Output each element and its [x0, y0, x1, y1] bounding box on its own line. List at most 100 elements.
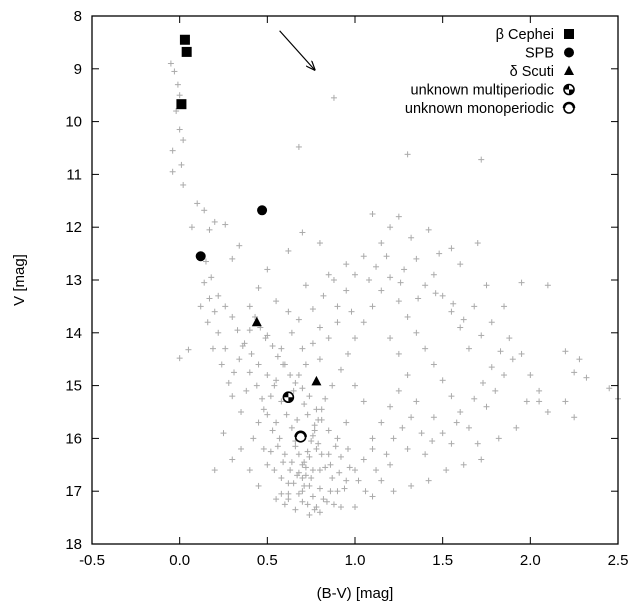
- background-star-point: [352, 382, 358, 389]
- x-axis-label: (B-V) [mag]: [317, 585, 394, 602]
- background-star-point: [292, 506, 299, 513]
- unknown-monoperiodic-point: [294, 430, 307, 443]
- legend-label: SPB: [525, 46, 554, 62]
- background-star-point: [346, 464, 353, 471]
- background-star-point: [304, 501, 311, 508]
- background-star-point: [211, 308, 218, 315]
- background-star-point: [562, 348, 569, 355]
- background-star-point: [518, 279, 525, 286]
- background-star-point: [206, 226, 213, 233]
- background-star-point: [460, 316, 467, 323]
- background-star-point: [330, 277, 337, 283]
- background-star-point: [497, 348, 504, 355]
- background-star-point: [215, 292, 222, 299]
- background-star-point: [483, 282, 490, 289]
- background-star-point: [457, 409, 464, 415]
- background-star-point: [465, 345, 472, 352]
- background-star-point: [369, 493, 376, 500]
- background-star-point: [225, 379, 232, 386]
- background-star-point: [311, 422, 318, 429]
- background-star-point: [311, 427, 318, 434]
- reddening-arrow: [279, 30, 315, 70]
- background-star-point: [527, 372, 534, 379]
- background-star-point: [518, 350, 525, 357]
- background-star-point: [390, 488, 397, 495]
- background-star-point: [415, 295, 422, 302]
- background-star-point: [236, 242, 243, 249]
- background-star-point: [383, 451, 390, 458]
- background-star-point: [395, 213, 402, 220]
- background-star-point: [176, 92, 183, 99]
- background-star-point: [304, 411, 311, 418]
- background-star-point: [457, 261, 464, 268]
- background-star-point: [334, 435, 341, 442]
- legend-label: unknown multiperiodic: [411, 83, 554, 99]
- background-star-point: [399, 424, 406, 431]
- background-star-point: [320, 292, 327, 299]
- background-star-point: [185, 346, 192, 353]
- background-star-point: [576, 356, 583, 363]
- spb-point: [257, 205, 268, 216]
- background-star-point: [360, 319, 367, 326]
- background-star-point: [309, 432, 316, 439]
- x-tick-label: 0.0: [169, 552, 190, 569]
- background-star-point: [448, 308, 455, 315]
- background-star-point: [292, 379, 299, 386]
- background-star-point: [273, 377, 280, 384]
- background-star-point: [295, 490, 302, 497]
- background-star-point: [236, 356, 243, 363]
- background-star-point: [309, 340, 316, 347]
- background-star-point: [308, 438, 315, 445]
- background-star-point: [274, 353, 281, 360]
- background-star-point: [306, 482, 313, 489]
- background-star-point: [343, 261, 350, 268]
- background-star-point: [285, 490, 292, 497]
- legend-marker: [564, 47, 574, 58]
- background-star-point: [448, 245, 455, 252]
- background-star-point: [316, 509, 323, 516]
- background-star-point: [439, 430, 446, 437]
- delta-scuti-point: [311, 375, 322, 386]
- background-star-point: [180, 137, 187, 144]
- background-star-point: [325, 271, 332, 278]
- background-star-point: [383, 253, 390, 260]
- background-star-point: [325, 335, 332, 342]
- background-star-point: [267, 448, 274, 455]
- background-star-point: [299, 229, 306, 236]
- y-tick-label: 17: [65, 483, 82, 500]
- background-star-point: [306, 453, 313, 460]
- background-star-point: [352, 271, 358, 278]
- background-star-point: [544, 409, 551, 415]
- background-star-point: [287, 467, 294, 474]
- background-star-point: [306, 393, 313, 400]
- background-star-point: [301, 482, 308, 489]
- background-star-point: [169, 147, 176, 154]
- background-star-point: [316, 467, 323, 474]
- background-star-point: [471, 303, 478, 310]
- background-star-point: [301, 401, 308, 408]
- background-star-point: [378, 240, 385, 247]
- background-star-point: [430, 361, 437, 368]
- background-star-point: [395, 387, 402, 394]
- y-tick-label: 9: [74, 61, 82, 78]
- background-star-point: [479, 379, 486, 386]
- background-star-point: [334, 303, 341, 310]
- background-star-point: [418, 430, 425, 437]
- background-star-point: [273, 419, 280, 426]
- background-star-point: [287, 372, 294, 379]
- background-star-point: [238, 409, 245, 415]
- background-star-point: [330, 501, 337, 508]
- background-star-point: [255, 284, 262, 291]
- background-star-point: [269, 427, 276, 434]
- background-star-point: [278, 345, 285, 352]
- background-star-point: [239, 343, 246, 349]
- legend-item-delta-scuti: δ Scuti: [510, 64, 574, 80]
- background-star-point: [253, 382, 260, 389]
- background-star-point: [260, 445, 267, 452]
- y-tick-label: 18: [65, 536, 82, 553]
- background-star-point: [280, 361, 287, 368]
- legend-item-unknown-monoperiodic: unknown monoperiodic: [405, 101, 576, 117]
- background-star-point: [299, 385, 306, 392]
- background-star-point: [404, 313, 411, 320]
- background-star-point: [453, 419, 460, 426]
